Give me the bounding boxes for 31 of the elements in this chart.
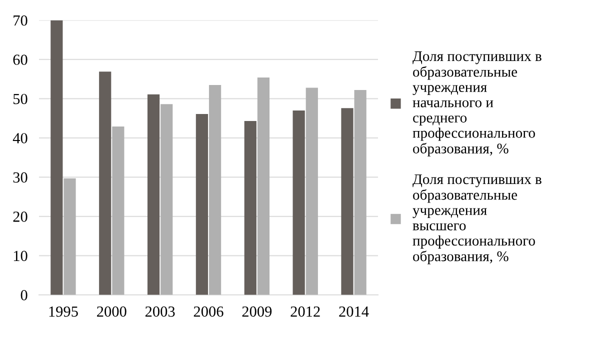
x-tick-label: 2006 [194, 306, 224, 317]
bar [341, 108, 354, 295]
y-tick-label: 50 [14, 94, 28, 104]
bar [196, 114, 208, 295]
legend-label: Доля поступивших в образовательные учреждения начального и среднего профессионального образования, % [412, 51, 542, 156]
bar [244, 121, 256, 295]
bar [112, 126, 124, 295]
bar [160, 104, 173, 295]
legend-label: Доля поступивших в образовательные учреждения высшего профессионального образования, % [412, 174, 542, 264]
bar [208, 84, 222, 295]
x-tick-label: 1995 [49, 306, 78, 317]
y-tick-label: 0 [20, 290, 28, 300]
bar [292, 110, 305, 295]
bar [354, 90, 366, 295]
y-tick-label: 60 [13, 54, 28, 65]
bar [99, 72, 112, 295]
y-tick-label: 20 [13, 212, 28, 222]
y-tick-label: 40 [12, 133, 28, 144]
y-tick-label: 30 [13, 172, 28, 183]
x-tick-label: 2003 [145, 306, 175, 317]
y-tick-label: 70 [14, 15, 28, 26]
bar [257, 78, 270, 295]
bar [306, 88, 318, 295]
bar [64, 178, 76, 295]
x-tick-label: 2000 [97, 306, 126, 317]
bar [147, 94, 160, 295]
x-tick-label: 2014 [339, 306, 369, 317]
x-tick-label: 2012 [290, 306, 320, 317]
x-tick-label: 2009 [242, 306, 272, 317]
bar [50, 20, 63, 295]
y-tick-label: 10 [14, 250, 28, 262]
